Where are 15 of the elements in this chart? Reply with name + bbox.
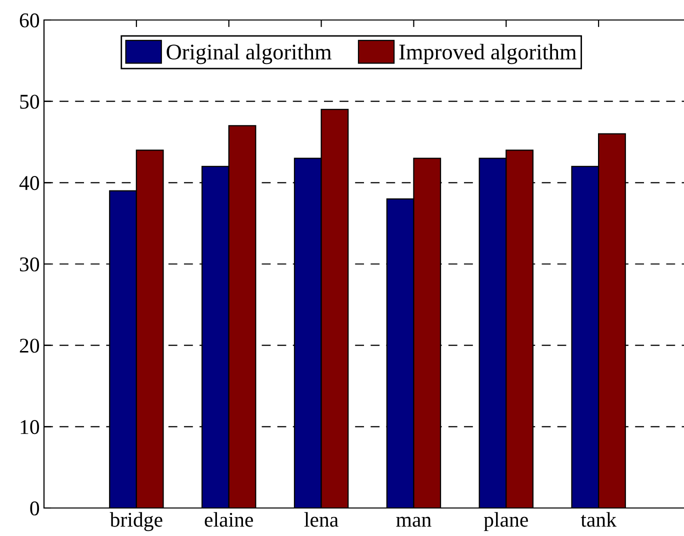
x-tick-label: tank bbox=[580, 512, 617, 527]
y-tick-label: 10 bbox=[20, 420, 40, 434]
y-tick-label: 30 bbox=[20, 257, 40, 272]
x-tick-label: elaine bbox=[204, 512, 253, 527]
x-tick-label: lena bbox=[304, 512, 338, 527]
y-tick-label: 60 bbox=[20, 13, 40, 28]
y-tick-label: 0 bbox=[30, 501, 40, 516]
y-tick-label: 40 bbox=[19, 176, 40, 190]
legend-label: Original algorithm bbox=[166, 44, 332, 64]
y-tick-label: 50 bbox=[20, 94, 40, 109]
y-tick-label: 20 bbox=[20, 338, 40, 353]
x-tick-label: man bbox=[396, 516, 432, 527]
x-tick-label: plane bbox=[484, 512, 528, 532]
x-tick-label: bridge bbox=[110, 512, 162, 532]
legend-label: Improved algorithm bbox=[399, 44, 576, 64]
